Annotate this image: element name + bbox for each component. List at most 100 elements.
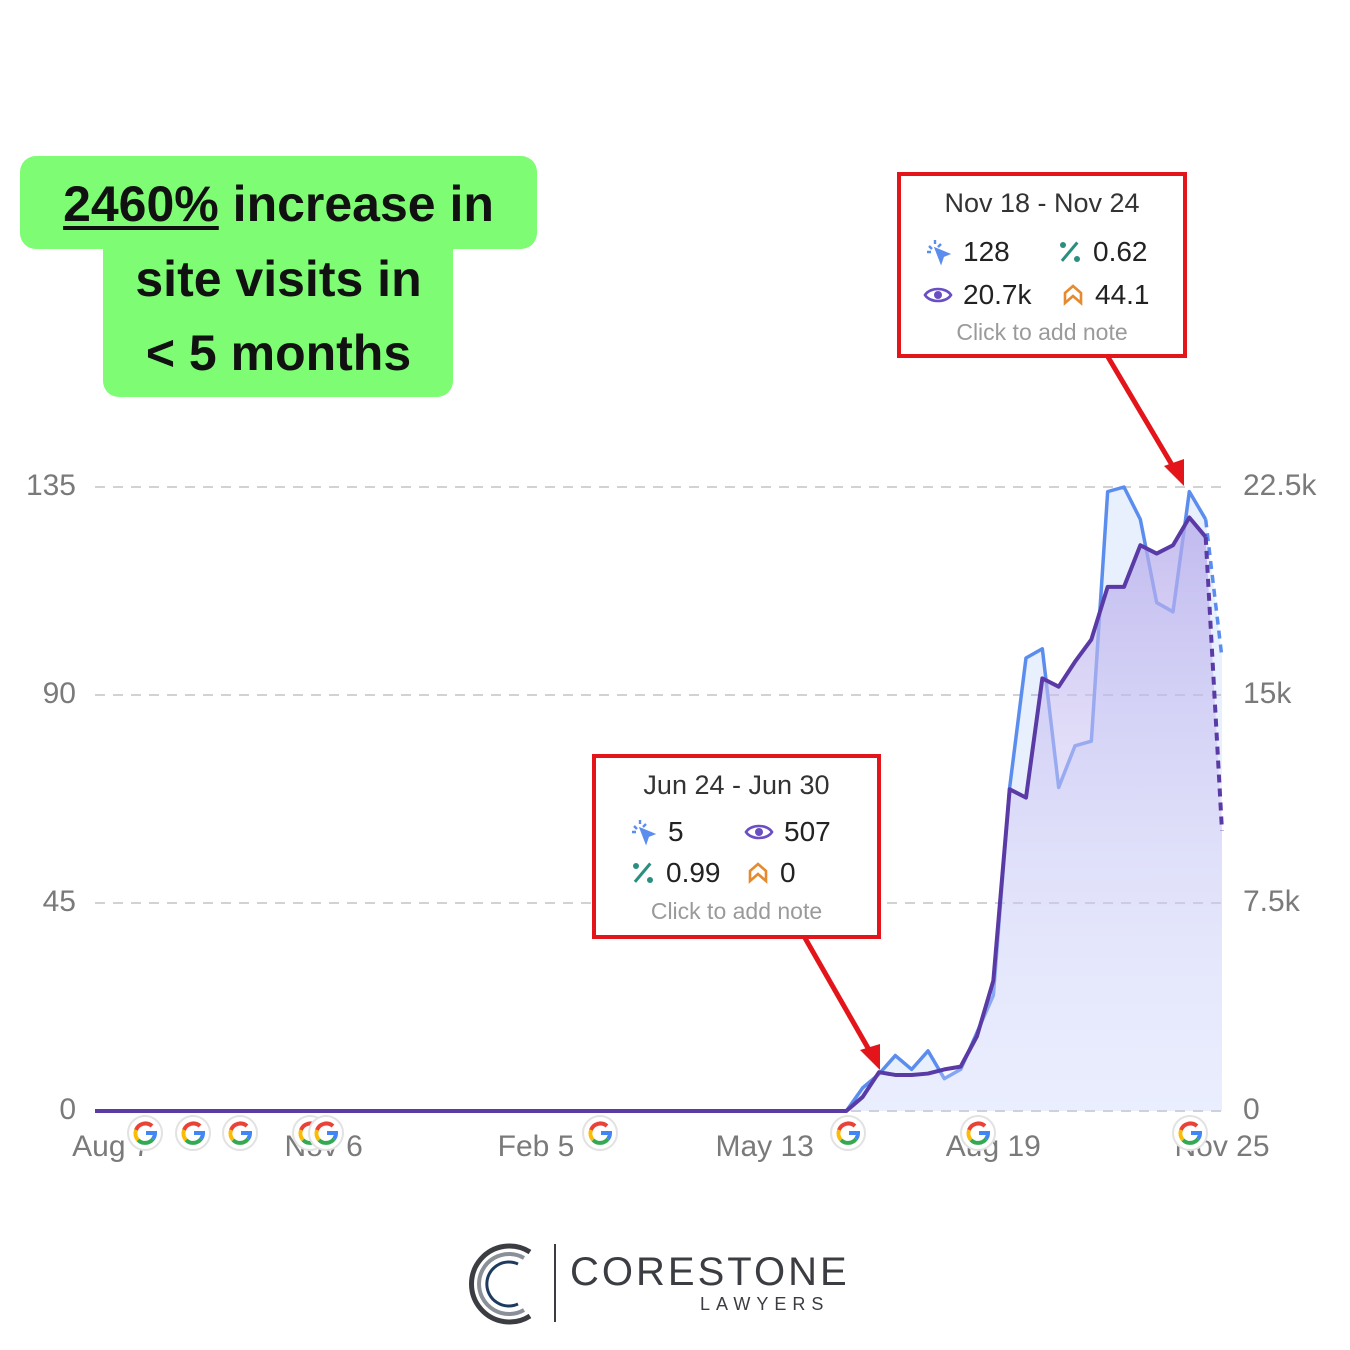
- update-marker: [175, 1115, 211, 1151]
- update-marker-arc: [194, 1131, 206, 1141]
- update-marker-arc: [837, 1121, 857, 1131]
- headline-line: site visits in: [135, 251, 422, 307]
- x-tick-label: Feb 5: [498, 1130, 575, 1163]
- tooltip-title: Jun 24 - Jun 30: [643, 770, 830, 800]
- update-marker-arc: [136, 1137, 155, 1145]
- update-marker: [222, 1115, 258, 1151]
- tooltip-title: Nov 18 - Nov 24: [944, 188, 1140, 218]
- tooltip-note[interactable]: Click to add note: [650, 898, 823, 924]
- tooltip-note[interactable]: Click to add note: [956, 319, 1128, 345]
- update-marker-arc: [146, 1131, 158, 1141]
- x-tick-label: May 13: [715, 1130, 813, 1163]
- update-marker-arc: [241, 1131, 253, 1141]
- logo-tagline: LAWYERS: [700, 1294, 830, 1314]
- ctr-icon: [633, 862, 653, 883]
- update-marker-arc: [184, 1137, 203, 1145]
- tooltip-metric: 5: [630, 816, 684, 848]
- update-marker-arc: [589, 1121, 609, 1131]
- headline-line: 2460% increase in: [0, 167, 557, 241]
- update-marker: [960, 1115, 996, 1151]
- headline-line: < 5 months: [145, 325, 412, 381]
- series-line: [95, 515, 1208, 1113]
- tooltip-value: 5: [668, 816, 684, 847]
- update-marker-arc: [836, 1129, 843, 1142]
- update-marker-arc: [1191, 1131, 1203, 1141]
- tooltip-metric: 20.7k: [923, 279, 1032, 311]
- tooltip: Jun 24 - Jun 30 5 507 0.99 0 Click to ad…: [592, 754, 881, 939]
- series-area: [95, 517, 1222, 1111]
- series-line-partial: [1203, 536, 1224, 832]
- update-marker-arc: [327, 1131, 339, 1141]
- position-icon: [1063, 284, 1083, 306]
- logo-name: CORESTONE: [570, 1250, 850, 1294]
- update-marker-arc: [229, 1121, 249, 1131]
- update-marker: [308, 1115, 344, 1151]
- headline-bg: [103, 230, 453, 397]
- tooltip: Nov 18 - Nov 24 128 0.62 20.7k 44.1 Clic…: [897, 172, 1187, 358]
- update-marker: [830, 1115, 866, 1151]
- update-marker-arc: [298, 1129, 305, 1142]
- y2-tick-label: 22.5k: [1243, 469, 1317, 502]
- y2-tick-label: 0: [1243, 1093, 1260, 1126]
- clicks-icon: [927, 240, 952, 266]
- update-marker-arc: [133, 1129, 140, 1142]
- logo-mark: [469, 1243, 556, 1325]
- position-icon: [748, 862, 768, 884]
- y-tick-label: 90: [43, 677, 76, 710]
- update-marker-arc: [601, 1131, 613, 1141]
- clicks-icon: [632, 820, 657, 846]
- headline-text: increase in: [232, 176, 494, 232]
- update-marker: [582, 1115, 618, 1151]
- update-marker-arc: [979, 1131, 991, 1141]
- tooltip-metric: 507: [744, 816, 831, 848]
- tooltip-value: 44.1: [1095, 279, 1150, 310]
- update-marker-arc: [1178, 1129, 1185, 1142]
- y-tick-label: 45: [43, 885, 76, 918]
- update-marker-arc: [588, 1129, 595, 1142]
- y2-tick-label: 15k: [1243, 677, 1292, 710]
- series-line-partial: [1203, 519, 1224, 659]
- tooltip-metric: 128: [925, 236, 1010, 268]
- update-marker-arc: [315, 1121, 335, 1131]
- update-marker-arc: [849, 1131, 861, 1141]
- ctr-icon: [1060, 241, 1080, 262]
- update-marker-arc: [966, 1129, 973, 1142]
- tooltip-value: 128: [963, 236, 1010, 267]
- update-marker-arc: [228, 1129, 235, 1142]
- arrow: [1105, 355, 1178, 472]
- y2-tick-label: 7.5k: [1243, 885, 1301, 918]
- update-marker-arc: [1181, 1137, 1200, 1145]
- impressions-icon: [923, 287, 953, 303]
- tooltip-value: 0.62: [1093, 236, 1148, 267]
- tooltip-value: 0: [780, 857, 796, 888]
- update-marker-arc: [591, 1137, 610, 1145]
- tooltip-value: 0.99: [666, 857, 721, 888]
- update-marker-arc: [134, 1121, 154, 1131]
- update-marker: [1172, 1115, 1208, 1151]
- y-tick-label: 0: [59, 1093, 76, 1126]
- impressions-icon: [744, 824, 774, 840]
- tooltip-value: 507: [784, 816, 831, 847]
- y-tick-label: 135: [26, 469, 76, 502]
- update-marker-arc: [969, 1137, 988, 1145]
- update-marker: [127, 1115, 163, 1151]
- tooltip-value: 20.7k: [963, 279, 1032, 310]
- arrow: [802, 936, 875, 1057]
- tooltip-metric: 0.99: [630, 857, 721, 889]
- arrow-head: [1164, 459, 1184, 486]
- update-marker-arc: [317, 1137, 336, 1145]
- update-marker-arc: [182, 1121, 202, 1131]
- tooltip-metric: 44.1: [1061, 279, 1150, 311]
- update-marker-arc: [314, 1129, 321, 1142]
- arrow-head: [860, 1044, 880, 1070]
- update-marker-arc: [839, 1137, 858, 1145]
- tooltip-metric: 0: [746, 857, 796, 889]
- headline-highlight: 2460%: [63, 176, 219, 232]
- update-marker-arc: [967, 1121, 987, 1131]
- update-marker-arc: [181, 1129, 188, 1142]
- update-marker-arc: [1179, 1121, 1199, 1131]
- update-marker-arc: [231, 1137, 250, 1145]
- tooltip-metric: 0.62: [1057, 236, 1148, 268]
